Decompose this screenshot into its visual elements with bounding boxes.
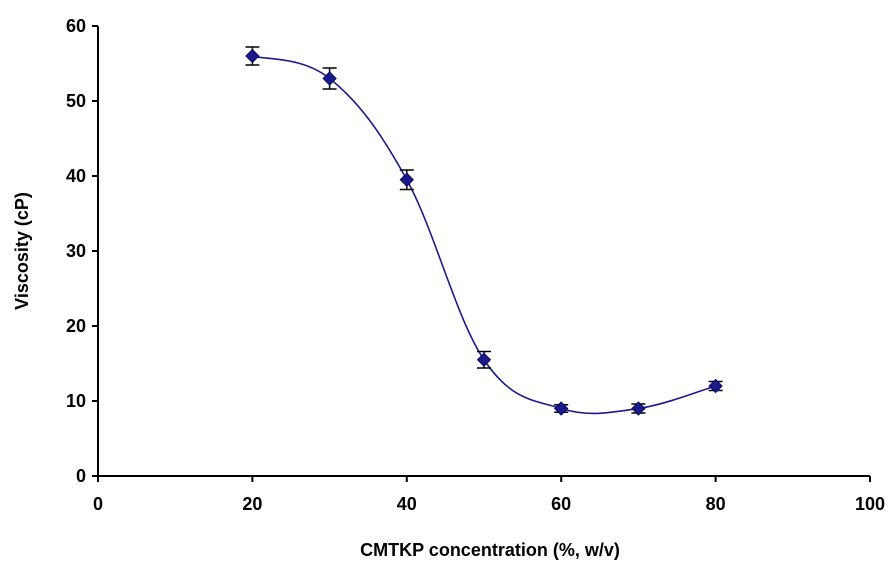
y-tick-label: 50 (66, 91, 86, 111)
y-axis-title: Viscosity (cP) (12, 192, 32, 310)
data-point-diamond (708, 378, 723, 394)
data-point-diamond (553, 401, 569, 416)
data-markers (245, 48, 723, 416)
data-point-diamond (399, 172, 415, 187)
data-point-diamond (245, 48, 260, 64)
x-tick-label: 100 (855, 494, 885, 514)
data-point-diamond (631, 401, 646, 416)
x-tick-label: 40 (397, 494, 417, 514)
data-point-diamond (476, 352, 492, 367)
x-axis-title: CMTKP concentration (%, w/v) (360, 540, 620, 560)
x-tick-label: 80 (706, 494, 726, 514)
y-tick-label: 60 (66, 16, 86, 36)
y-tick-label: 0 (76, 466, 86, 486)
y-tick-label: 40 (66, 166, 86, 186)
x-tick-label: 60 (551, 494, 571, 514)
y-tick-label: 10 (66, 391, 86, 411)
y-tick-label: 30 (66, 241, 86, 261)
x-tick-label: 0 (93, 494, 103, 514)
y-tick-label: 20 (66, 316, 86, 336)
data-point-diamond (322, 71, 337, 86)
x-tick-label: 20 (242, 494, 262, 514)
axes: 0 10 20 30 40 50 60 0 20 40 60 80 100 (66, 16, 885, 514)
